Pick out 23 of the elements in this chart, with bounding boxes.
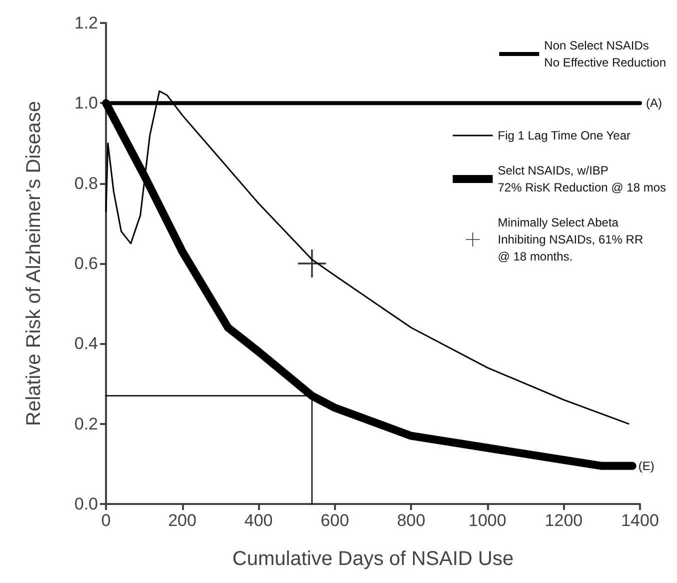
- legend-label: Fig 1 Lag Time One Year: [498, 128, 630, 142]
- legend-label: Minimally Select Abeta Inhibiting NSAIDs, 61% RR @ 18 months.: [498, 216, 644, 264]
- y-tick-label: 0.4: [74, 334, 98, 354]
- x-tick-label: 1000: [468, 511, 506, 530]
- y-tick-label: 1.2: [74, 14, 98, 32]
- y-tick-label: 0.2: [74, 414, 98, 434]
- legend-label: Selct NSAIDs, w/IBP 72% RisK Reduction @ 18 mos: [498, 164, 666, 194]
- x-tick-label: 600: [320, 511, 350, 530]
- x-tick-label: 1200: [544, 511, 583, 530]
- x-tick-label: 400: [244, 511, 273, 530]
- x-tick-label: 1400: [621, 511, 659, 530]
- y-tick-label: 1.0: [74, 94, 98, 113]
- y-tick-label: 0.0: [74, 494, 98, 514]
- legend-label: Non Select NSAIDs No Effective Reduction: [544, 38, 666, 70]
- y-tick-label: 0.6: [74, 254, 98, 273]
- x-tick-label: 200: [168, 511, 196, 530]
- x-tick-label: 800: [396, 511, 426, 530]
- annotation: (E): [638, 458, 654, 473]
- annotation: (A): [646, 96, 662, 110]
- y-axis-title: Relative Risk of Alzheimer’s Disease: [23, 101, 45, 426]
- x-tick-label: 0: [101, 511, 111, 530]
- x-axis-title: Cumulative Days of NSAID Use: [232, 548, 514, 570]
- y-tick-label: 0.8: [74, 174, 98, 193]
